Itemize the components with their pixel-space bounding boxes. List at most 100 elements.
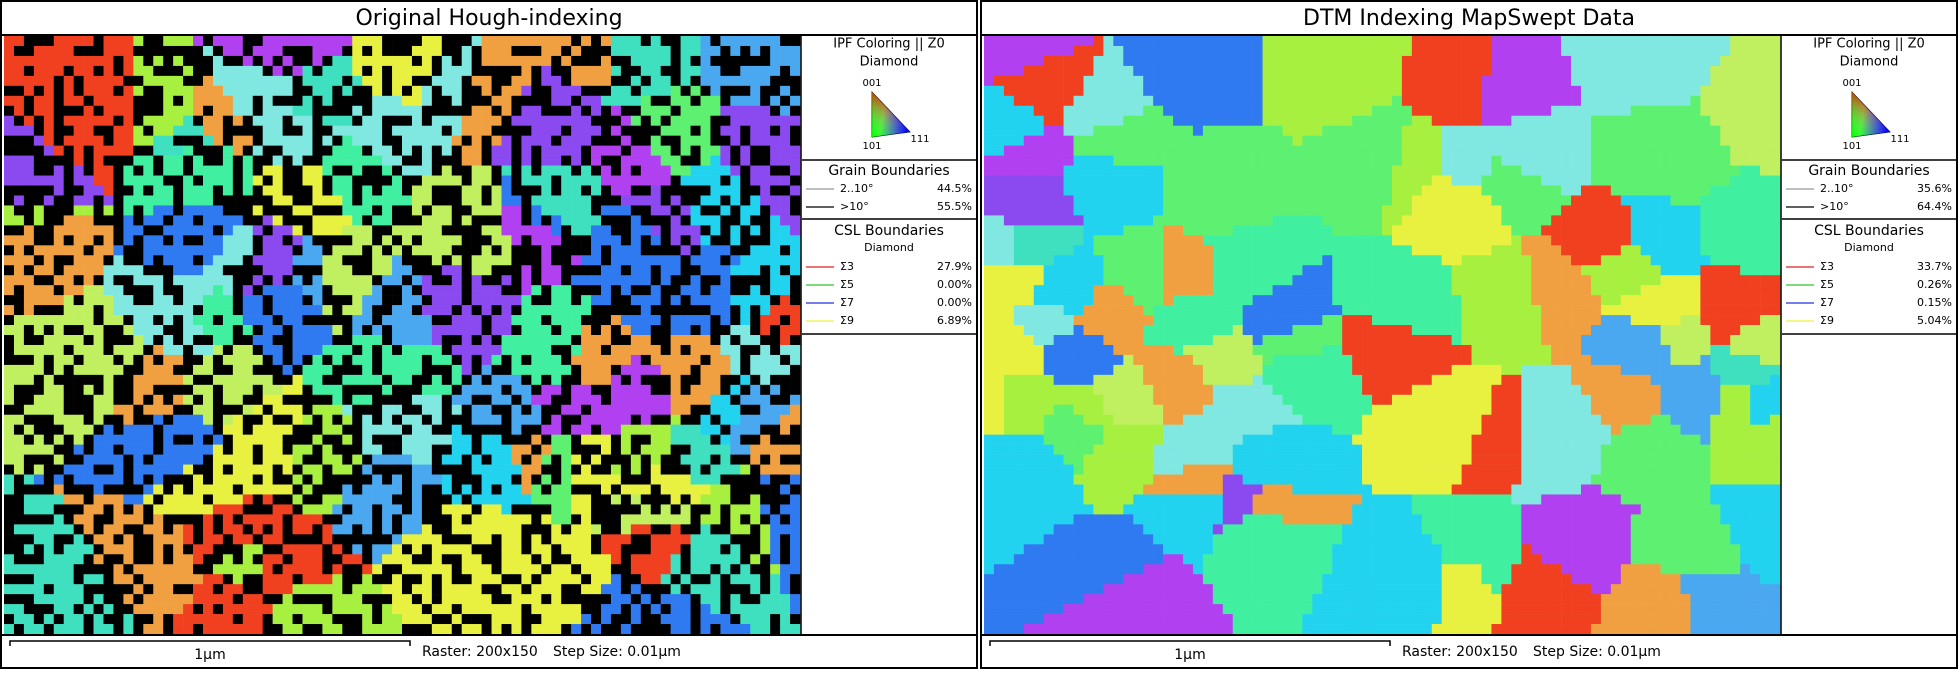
map-pixel <box>531 156 541 166</box>
map-pixel <box>621 315 631 325</box>
map-pixel <box>621 205 631 215</box>
map-pixel <box>203 455 213 465</box>
map-pixel <box>94 146 104 156</box>
map-pixel <box>213 305 223 315</box>
map-pixel <box>243 285 253 295</box>
map-pixel <box>104 524 114 534</box>
map-pixel <box>303 504 313 514</box>
map-pixel <box>701 315 711 325</box>
map-pixel <box>521 564 531 574</box>
map-pixel <box>621 455 631 465</box>
map-pixel <box>994 46 1004 56</box>
map-pixel <box>44 504 54 514</box>
map-pixel <box>64 425 74 435</box>
map-pixel <box>601 195 611 205</box>
map-pixel <box>123 584 133 594</box>
map-pixel <box>94 494 104 504</box>
map-pixel <box>143 355 153 365</box>
map-pixel <box>531 485 541 495</box>
map-pixel <box>472 465 482 475</box>
map-pixel <box>332 245 342 255</box>
map-pixel <box>402 195 412 205</box>
map-pixel <box>153 594 163 604</box>
map-pixel <box>1163 36 1173 46</box>
map-pixel <box>193 514 203 524</box>
map-pixel <box>113 255 123 265</box>
map-pixel <box>511 205 521 215</box>
map-pixel <box>452 205 462 215</box>
map-pixel <box>243 504 253 514</box>
map-pixel <box>701 574 711 584</box>
map-pixel <box>681 355 691 365</box>
map-pixel <box>581 614 591 624</box>
map-pixel <box>183 136 193 146</box>
map-pixel <box>1462 36 1472 46</box>
map-pixel <box>561 415 571 425</box>
map-pixel <box>402 614 412 624</box>
map-pixel <box>611 584 621 594</box>
map-pixel <box>671 136 681 146</box>
map-pixel <box>452 96 462 106</box>
map-pixel <box>651 345 661 355</box>
map-pixel <box>601 176 611 186</box>
map-pixel <box>651 295 661 305</box>
map-pixel <box>720 375 730 385</box>
map-pixel <box>492 395 502 405</box>
map-pixel <box>104 215 114 225</box>
map-pixel <box>442 96 452 106</box>
map-pixel <box>541 265 551 275</box>
map-pixel <box>710 405 720 415</box>
map-pixel <box>342 435 352 445</box>
map-pixel <box>4 345 14 355</box>
map-pixel <box>611 345 621 355</box>
map-pixel <box>342 235 352 245</box>
map-pixel <box>571 475 581 485</box>
map-pixel <box>213 614 223 624</box>
map-pixel <box>283 624 293 634</box>
map-pixel <box>621 275 631 285</box>
map-pixel <box>312 146 322 156</box>
map-pixel <box>382 365 392 375</box>
map-pixel <box>591 205 601 215</box>
map-pixel <box>372 126 382 136</box>
map-pixel <box>74 375 84 385</box>
map-pixel <box>611 76 621 86</box>
map-pixel <box>621 534 631 544</box>
map-pixel <box>352 176 362 186</box>
map-pixel <box>511 365 521 375</box>
map-pixel <box>24 445 34 455</box>
map-pixel <box>352 86 362 96</box>
map-pixel <box>303 624 313 634</box>
map-pixel <box>223 56 233 66</box>
map-pixel <box>740 255 750 265</box>
orientation-map <box>984 36 1780 634</box>
map-pixel <box>661 584 671 594</box>
map-pixel <box>193 76 203 86</box>
map-pixel <box>392 76 402 86</box>
map-pixel <box>661 56 671 66</box>
map-pixel <box>511 255 521 265</box>
map-pixel <box>432 46 442 56</box>
map-pixel <box>1322 36 1332 46</box>
map-pixel <box>710 554 720 564</box>
map-pixel <box>4 445 14 455</box>
map-pixel <box>651 96 661 106</box>
map-pixel <box>183 624 193 634</box>
map-pixel <box>740 494 750 504</box>
map-pixel <box>283 66 293 76</box>
map-pixel <box>631 534 641 544</box>
map-pixel <box>462 235 472 245</box>
map-pixel <box>452 195 462 205</box>
map-pixel <box>412 66 422 76</box>
map-pixel <box>303 465 313 475</box>
map-pixel <box>352 604 362 614</box>
map-pixel <box>352 485 362 495</box>
map-pixel <box>661 265 671 275</box>
map-pixel <box>551 494 561 504</box>
map-pixel <box>14 425 24 435</box>
map-pixel <box>770 325 780 335</box>
map-pixel <box>293 106 303 116</box>
map-pixel <box>312 166 322 176</box>
map-pixel <box>432 345 442 355</box>
map-pixel <box>730 245 740 255</box>
